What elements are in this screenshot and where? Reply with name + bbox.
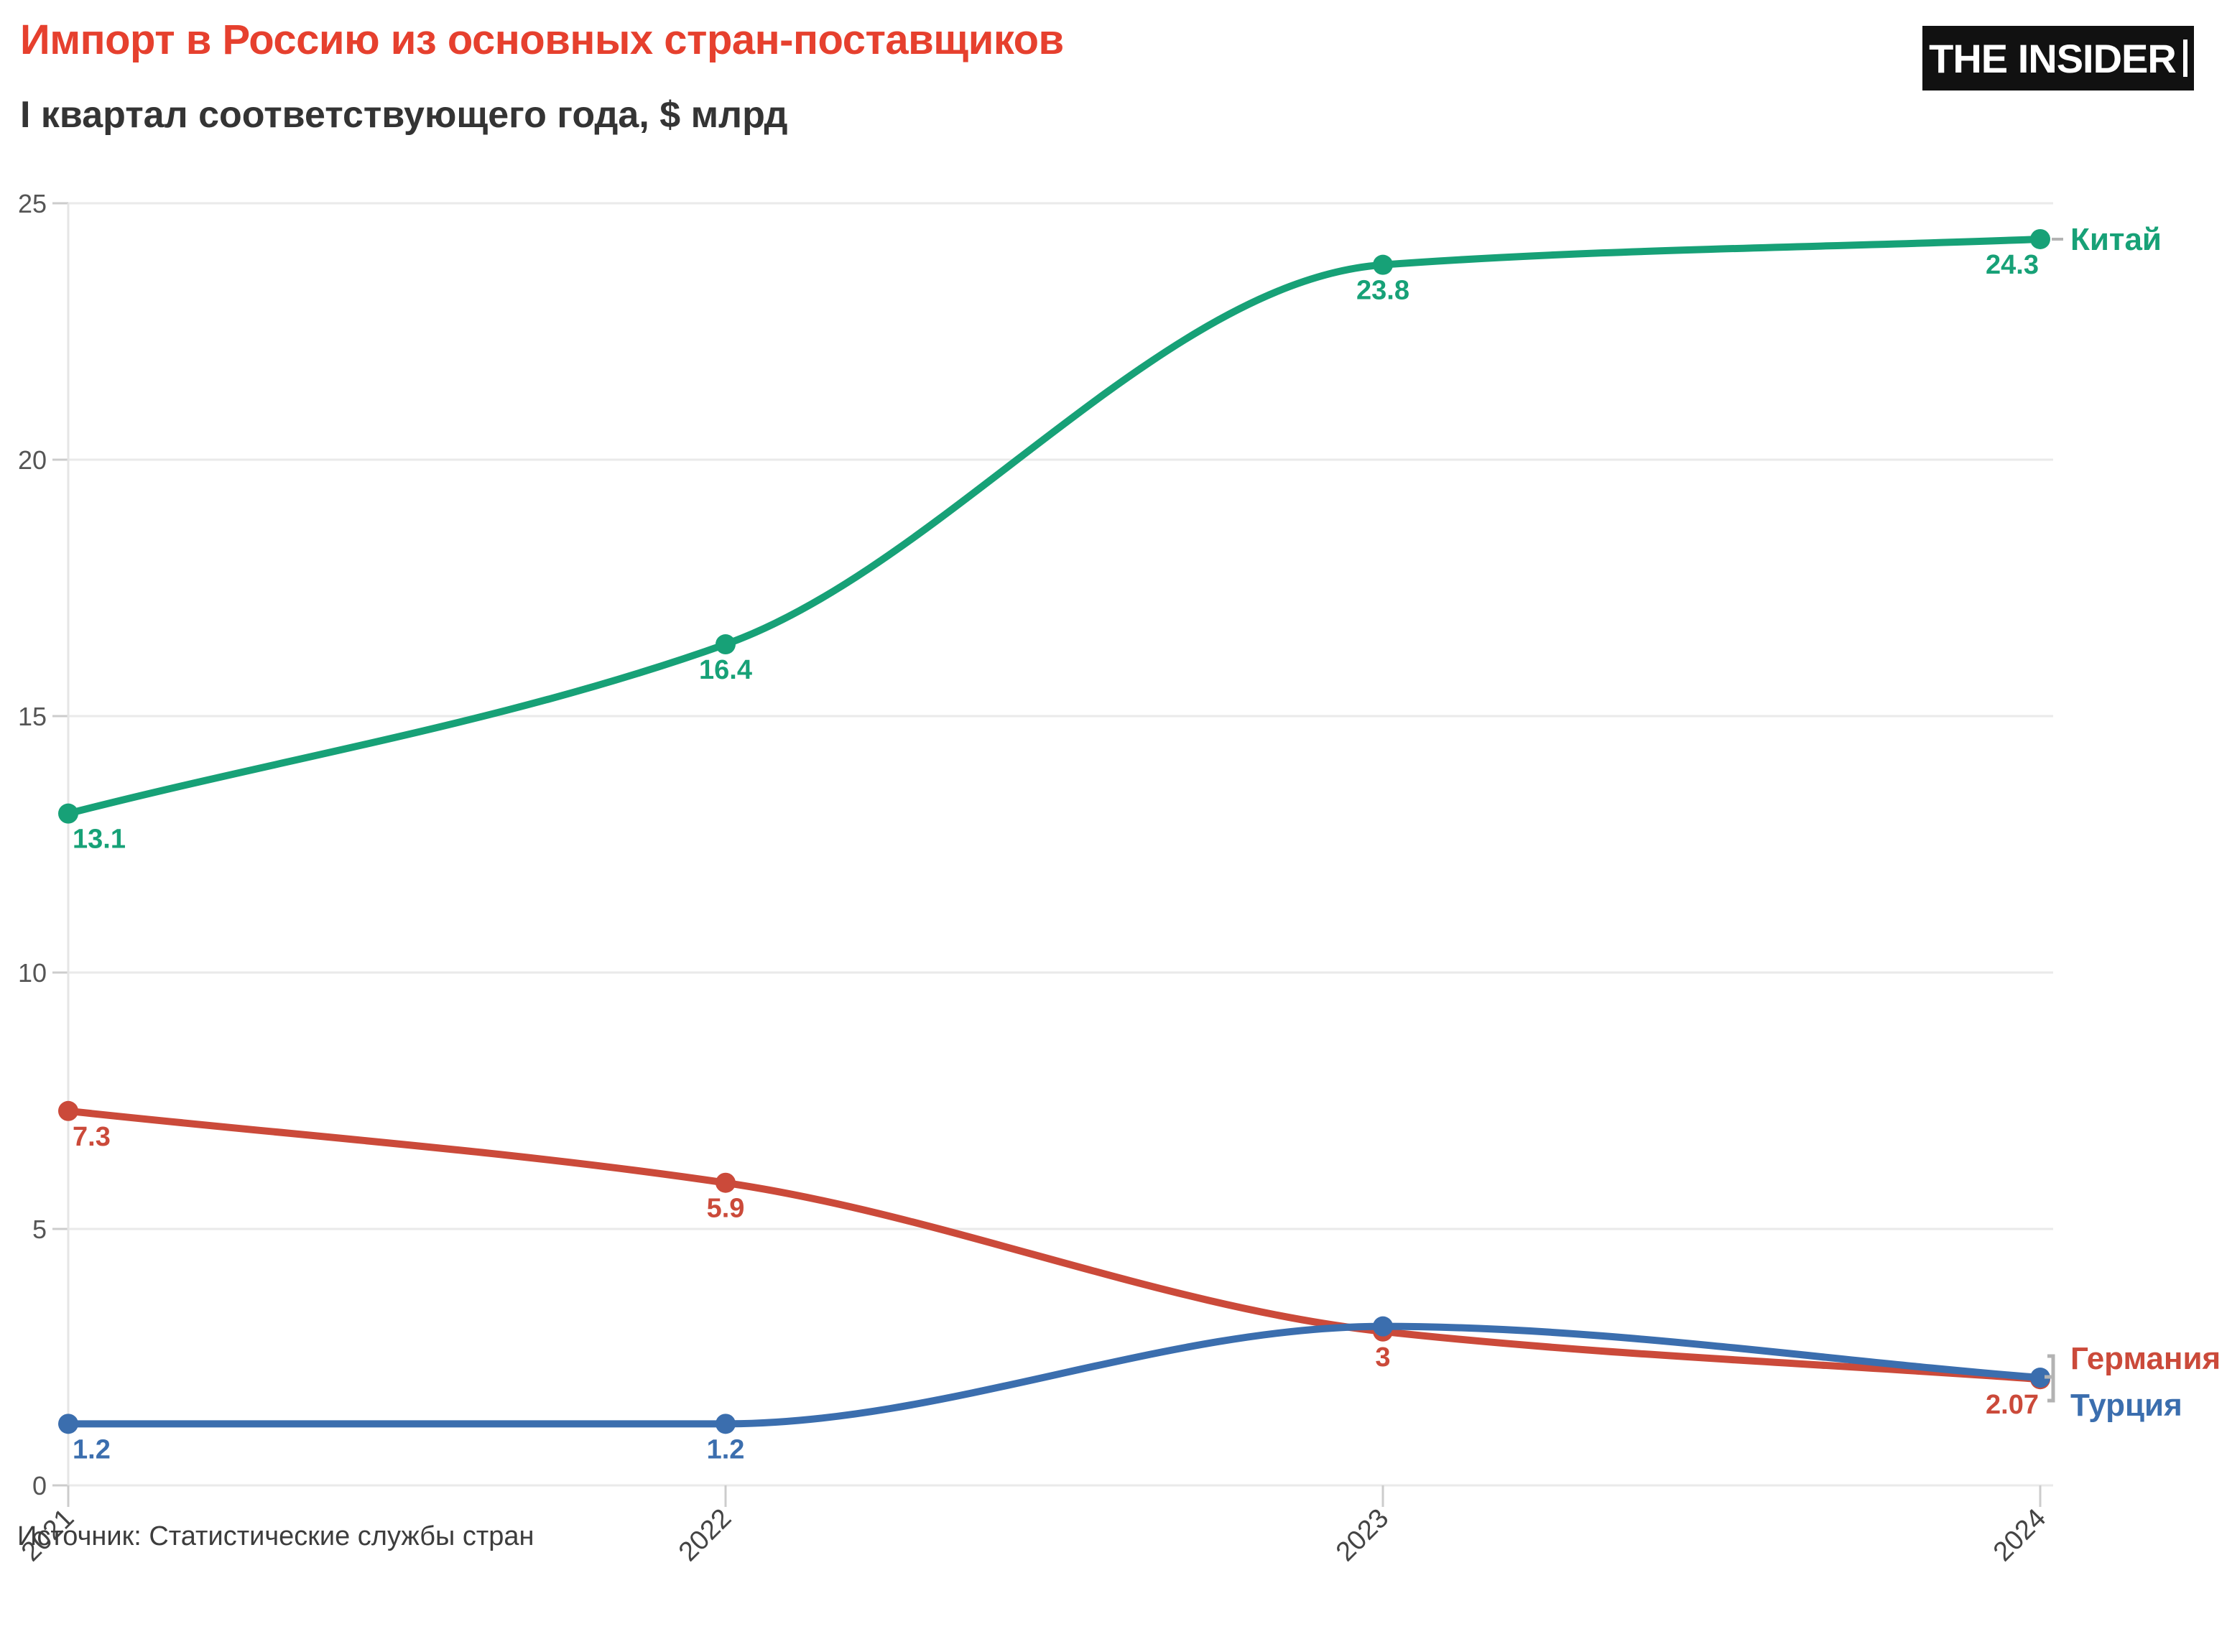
x-axis-label: 2022 — [673, 1503, 737, 1567]
leader-bracket — [2045, 1354, 2055, 1403]
value-label: 13.1 — [73, 825, 126, 855]
data-point-Германия — [58, 1100, 78, 1121]
data-point-Германия — [716, 1172, 736, 1193]
data-point-Турция — [2030, 1368, 2050, 1388]
series-line-Германия — [65, 1107, 2044, 1383]
logo-text: THE INSIDER — [1929, 35, 2177, 81]
value-label: 23.8 — [1356, 276, 1409, 306]
data-point-Турция — [58, 1414, 78, 1434]
chart-subtitle: I квартал соответствующего года, $ млрд — [20, 94, 788, 136]
y-axis-label: 20 — [18, 445, 47, 475]
series-label-Турция: Турция — [2070, 1388, 2182, 1423]
series-line-Турция — [65, 1322, 2044, 1428]
data-point-Китай — [1373, 254, 1393, 275]
value-label: 2.07 — [1986, 1390, 2039, 1420]
value-label: 5.9 — [707, 1194, 745, 1224]
x-axis-label: 2024 — [1988, 1503, 2052, 1567]
y-axis-label: 15 — [18, 702, 47, 731]
data-point-Китай — [58, 803, 78, 824]
y-axis-label: 10 — [18, 958, 47, 988]
value-label: 7.3 — [73, 1122, 111, 1152]
data-point-Турция — [716, 1414, 736, 1434]
y-axis-label: 25 — [18, 189, 47, 218]
value-label: 1.2 — [73, 1434, 111, 1465]
value-label: 1.2 — [707, 1434, 745, 1465]
data-point-Турция — [1373, 1316, 1393, 1337]
data-point-Китай — [2030, 228, 2050, 249]
y-axis-label: 5 — [32, 1215, 47, 1244]
value-label: 3 — [1375, 1342, 1390, 1373]
the-insider-logo: THE INSIDER — [1922, 26, 2194, 91]
source-note: Источник: Статистические службы стран — [17, 1521, 534, 1551]
value-label: 16.4 — [699, 655, 752, 685]
y-axis-label: 0 — [32, 1471, 47, 1500]
value-label: 24.3 — [1986, 250, 2039, 280]
x-axis-label: 2023 — [1330, 1503, 1394, 1567]
series-label-Германия: Германия — [2070, 1341, 2221, 1376]
series-line-Китай — [65, 235, 2044, 817]
series-label-Китай: Китай — [2070, 222, 2162, 257]
logo-cursor-bar — [2182, 40, 2187, 77]
data-point-Китай — [716, 634, 736, 655]
chart-title: Импорт в Россию из основных стран-постав… — [20, 17, 1064, 63]
